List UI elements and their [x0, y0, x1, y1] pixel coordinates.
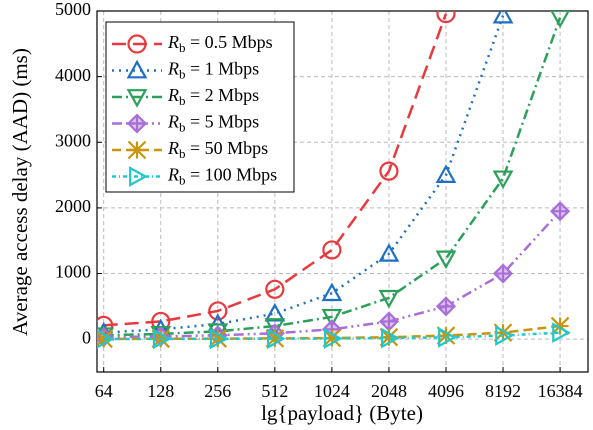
marker: [264, 318, 286, 337]
x-tick-label: 128: [147, 381, 174, 401]
marker: [550, 316, 570, 336]
x-tick-label: 16384: [538, 381, 583, 401]
marker: [127, 34, 147, 54]
marker: [126, 89, 148, 108]
marker: [264, 302, 286, 322]
marker: [381, 327, 400, 349]
legend: Rb = 0.5 Mbps Rb = 1 Mbps Rb = 2 Mbps Rb = …: [105, 21, 295, 193]
marker: [323, 328, 343, 349]
marker: [492, 170, 514, 190]
y-tick-label: 1000: [55, 262, 91, 282]
marker: [265, 329, 285, 348]
marker: [438, 326, 457, 348]
marker: [126, 113, 148, 134]
marker: [435, 296, 457, 317]
y-tick-label: 3000: [55, 130, 91, 150]
marker: [378, 243, 400, 262]
marker: [321, 282, 343, 302]
x-tick-label: 1024: [314, 381, 350, 401]
y-tick-label: 0: [82, 327, 91, 347]
legend-label: Rb = 0.5 Mbps: [167, 32, 273, 55]
x-tick-label: 8192: [485, 381, 521, 401]
marker: [321, 308, 343, 328]
marker: [550, 201, 571, 222]
legend-label: Rb = 100 Mbps: [167, 165, 277, 188]
y-tick-label: 5000: [55, 0, 91, 19]
marker: [552, 322, 571, 343]
x-axis-label: lg{payload} (Byte): [261, 401, 423, 425]
marker: [379, 327, 399, 347]
legend-label: Rb = 5 Mbps: [167, 112, 259, 135]
marker: [435, 164, 457, 183]
marker: [435, 250, 457, 270]
marker: [129, 166, 148, 187]
marker: [378, 289, 400, 309]
legend-label: Rb = 2 Mbps: [167, 85, 259, 108]
series-line: [103, 17, 562, 337]
marker: [322, 240, 342, 260]
marker: [208, 301, 228, 321]
marker: [208, 329, 228, 348]
x-tick-label: 2048: [371, 381, 407, 401]
y-axis-label: Average access delay (AAD) (ms): [8, 48, 32, 336]
marker: [550, 11, 570, 29]
x-tick-label: 4096: [428, 381, 464, 401]
marker: [126, 59, 148, 79]
marker: [127, 140, 147, 160]
y-tick-label: 4000: [55, 65, 91, 85]
plot-area: [97, 11, 571, 350]
marker: [495, 325, 514, 346]
legend-label: Rb = 1 Mbps: [167, 59, 259, 82]
marker: [436, 11, 456, 24]
legend-label: Rb = 50 Mbps: [167, 138, 268, 161]
series-line: [103, 13, 448, 327]
y-tick-label: 2000: [55, 196, 91, 216]
marker: [266, 328, 286, 350]
marker: [152, 328, 172, 350]
x-tick-label: 512: [261, 381, 288, 401]
marker: [97, 329, 115, 349]
plot-frame: [96, 10, 589, 373]
marker: [379, 161, 399, 181]
marker: [492, 11, 514, 24]
marker: [378, 311, 399, 332]
marker: [265, 279, 285, 299]
marker: [322, 328, 342, 348]
marker: [209, 328, 229, 350]
marker: [436, 326, 456, 345]
x-tick-label: 256: [204, 381, 231, 401]
x-tick-label: 64: [95, 381, 113, 401]
marker: [493, 323, 513, 342]
marker: [492, 263, 514, 284]
